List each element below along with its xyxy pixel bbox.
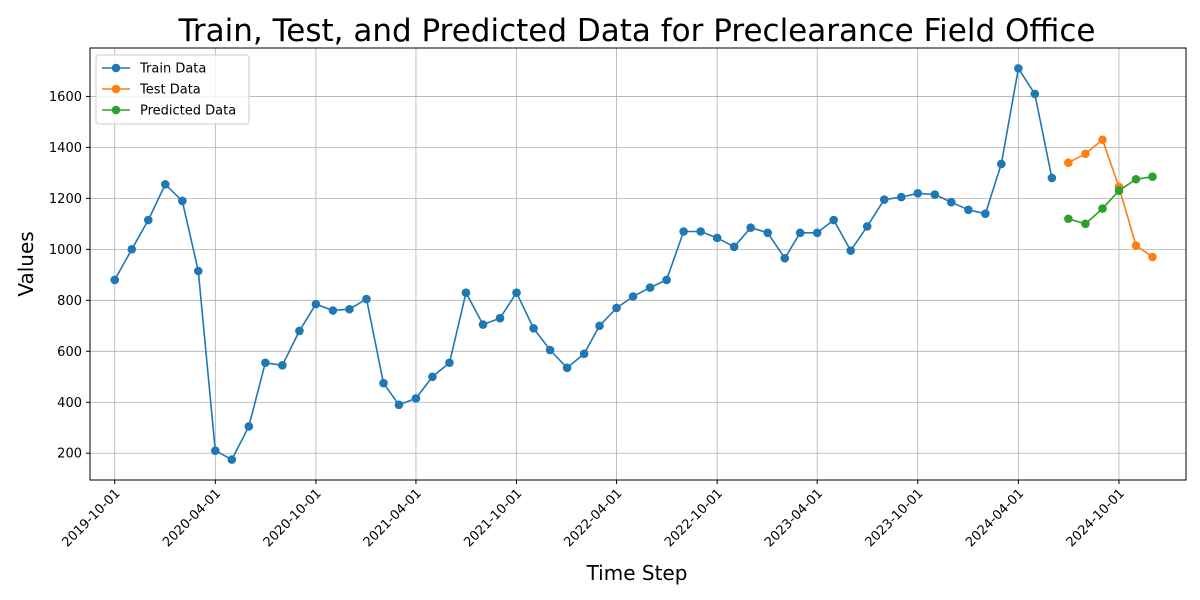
train-data-point [193, 266, 203, 276]
train-data-point [143, 215, 153, 225]
train-data-point [997, 159, 1006, 169]
train-data-point [161, 180, 170, 189]
series-group [110, 64, 1157, 464]
y-tick-label: 400 [57, 396, 82, 411]
test-data-point [1148, 252, 1157, 262]
train-data-point [712, 233, 722, 243]
predicted-data-point [1114, 186, 1124, 196]
train-data-point [1047, 173, 1057, 183]
train-data-point [244, 422, 254, 431]
train-data-point [328, 306, 338, 315]
train-data-point [428, 372, 437, 382]
train-data-point [211, 446, 220, 455]
legend: Train Data Test Data Predicted Data [95, 54, 250, 125]
train-data-point [930, 190, 940, 199]
x-axis-label: Time Step [586, 561, 688, 585]
test-data-point [1064, 158, 1073, 167]
legend-predicted-data-label: Predicted Data [140, 104, 236, 119]
train-data-point [981, 209, 990, 218]
train-data-point [445, 358, 454, 368]
train-data-point [679, 227, 688, 236]
train-data-point [946, 197, 956, 207]
train-data-point [562, 363, 572, 373]
y-tick-label: 1600 [49, 90, 82, 105]
train-data-point [545, 345, 555, 355]
predicted-data-point [1064, 214, 1073, 224]
y-tick-label: 800 [57, 294, 82, 309]
y-tick-label: 600 [57, 345, 82, 360]
train-data-point [345, 304, 354, 314]
train-data-point [362, 294, 371, 304]
train-data-point [628, 292, 638, 301]
train-data-point [913, 188, 923, 198]
train-data-point [780, 253, 790, 263]
predicted-data-point [1148, 172, 1157, 182]
train-data-point [295, 326, 304, 336]
train-data-point [879, 195, 889, 204]
train-data-point [394, 400, 404, 410]
y-tick-label: 1000 [49, 243, 82, 258]
legend-test-data-marker [111, 84, 121, 94]
legend-predicted-data-marker [111, 105, 121, 115]
train-data-point [595, 321, 604, 331]
train-data-point [812, 228, 822, 238]
test-data-point [1131, 241, 1141, 250]
y-tick-label: 1200 [49, 192, 82, 207]
train-data-point [862, 222, 872, 231]
legend-box [95, 54, 250, 125]
y-tick-label: 1400 [49, 141, 82, 156]
train-data-point [478, 320, 488, 329]
train-data-point [379, 378, 388, 388]
train-data-point [311, 299, 321, 309]
train-data-point [612, 303, 621, 313]
train-data-point [1030, 89, 1040, 99]
train-data-point [696, 227, 705, 236]
train-data-point [495, 313, 505, 323]
train-data-point [763, 228, 773, 238]
train-data-point [795, 228, 805, 238]
train-data-point [896, 192, 906, 202]
train-data-point [461, 288, 471, 297]
train-data-point [645, 283, 655, 292]
train-data-point [846, 246, 856, 255]
test-data-point [1098, 135, 1107, 145]
train-data-point [127, 245, 137, 254]
legend-train-data-marker [111, 63, 121, 73]
train-data-point [579, 349, 589, 359]
train-data-point [529, 324, 538, 333]
train-data-point [746, 223, 755, 232]
train-data-point [227, 455, 237, 464]
legend-test-data-label: Test Data [139, 83, 201, 98]
y-tick-label: 200 [57, 447, 82, 462]
predicted-data-point [1098, 204, 1107, 213]
train-data-point [178, 196, 187, 206]
train-data-point [1014, 64, 1023, 73]
train-data-series [110, 64, 1057, 464]
train-data-point [964, 205, 973, 215]
chart-title: Train, Test, and Predicted Data for Prec… [177, 13, 1095, 49]
predicted-data-series [1064, 172, 1157, 229]
train-data-point [662, 275, 671, 285]
test-data-point [1081, 149, 1090, 159]
train-data-point [512, 288, 521, 297]
train-data-point [110, 275, 120, 285]
predicted-data-point [1131, 174, 1141, 184]
train-data-point [729, 242, 739, 252]
train-data-point [261, 358, 270, 368]
train-data-point [278, 361, 287, 370]
train-data-point [829, 215, 838, 225]
predicted-data-point [1081, 219, 1090, 229]
plot-area-frame [89, 47, 1187, 481]
legend-train-data-label: Train Data [139, 62, 206, 77]
train-data-point [411, 394, 421, 403]
y-axis-label: Values [14, 231, 38, 296]
